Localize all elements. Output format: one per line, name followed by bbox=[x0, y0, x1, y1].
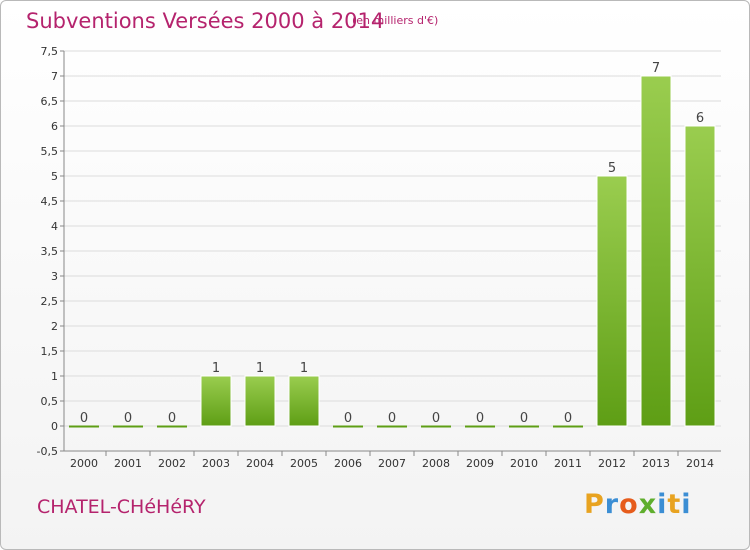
x-tick-label: 2000 bbox=[70, 457, 98, 470]
axes: -0,5 0 0,5 1 1,5 2 2,5 3 3,5 4 4,5 5 5,5 6 6,5 7 7,5 2000… bbox=[37, 45, 721, 470]
chart-subtitle: (en milliers d'€) bbox=[352, 14, 439, 27]
data-label: 1 bbox=[256, 361, 264, 376]
x-tick-label: 2006 bbox=[334, 457, 362, 470]
data-label: 5 bbox=[608, 161, 616, 176]
data-label: 0 bbox=[432, 411, 440, 426]
y-tick-label: -0,5 bbox=[37, 445, 58, 458]
y-tick-label: 3,5 bbox=[41, 245, 59, 258]
y-tick-label: 5,5 bbox=[41, 145, 59, 158]
data-label: 1 bbox=[300, 361, 308, 376]
y-tick-label: 7 bbox=[51, 70, 58, 83]
bar bbox=[684, 125, 716, 427]
x-tick-label: 2001 bbox=[114, 457, 142, 470]
y-tick-label: 0,5 bbox=[41, 395, 59, 408]
y-tick-label: 2 bbox=[51, 320, 58, 333]
x-tick-label: 2014 bbox=[686, 457, 714, 470]
chart-title: Subventions Versées 2000 à 2014 bbox=[26, 9, 385, 33]
x-tick-label: 2012 bbox=[598, 457, 626, 470]
data-label: 0 bbox=[520, 411, 528, 426]
x-tick-label: 2003 bbox=[202, 457, 230, 470]
x-tick-label: 2002 bbox=[158, 457, 186, 470]
data-label: 6 bbox=[696, 111, 704, 126]
y-tick-label: 0 bbox=[51, 420, 58, 433]
bar bbox=[244, 375, 276, 427]
proxiti-logo: Proxiti bbox=[584, 489, 692, 520]
bar bbox=[200, 375, 232, 427]
y-tick-label: 7,5 bbox=[41, 45, 59, 58]
y-tick-label: 1,5 bbox=[41, 345, 59, 358]
data-label: 0 bbox=[124, 411, 132, 426]
logo-letter: x bbox=[638, 489, 658, 520]
x-tick-label: 2011 bbox=[554, 457, 582, 470]
data-label: 0 bbox=[80, 411, 88, 426]
x-tick-label: 2009 bbox=[466, 457, 494, 470]
logo-letter: o bbox=[619, 489, 639, 520]
logo-letter: t bbox=[667, 489, 682, 520]
x-tick-label: 2010 bbox=[510, 457, 538, 470]
y-tick-label: 1 bbox=[51, 370, 58, 383]
bars bbox=[69, 75, 716, 428]
data-label: 0 bbox=[344, 411, 352, 426]
x-tick-label: 2013 bbox=[642, 457, 670, 470]
y-tick-label: 3 bbox=[51, 270, 58, 283]
x-tick-label: 2008 bbox=[422, 457, 450, 470]
data-label: 7 bbox=[652, 61, 660, 76]
data-label: 0 bbox=[168, 411, 176, 426]
data-label: 0 bbox=[388, 411, 396, 426]
y-tick-label: 6 bbox=[51, 120, 58, 133]
logo-letter: i bbox=[681, 489, 692, 520]
logo-letter: P bbox=[584, 489, 605, 520]
y-tick-label: 4 bbox=[51, 220, 58, 233]
y-tick-label: 5 bbox=[51, 170, 58, 183]
data-labels: 0 0 0 1 1 1 0 0 0 0 0 0 5 7 6 bbox=[80, 61, 704, 426]
bar bbox=[288, 375, 320, 427]
x-tick-label: 2004 bbox=[246, 457, 274, 470]
logo-letter: r bbox=[604, 489, 620, 520]
data-label: 0 bbox=[476, 411, 484, 426]
x-tick-label: 2007 bbox=[378, 457, 406, 470]
data-label: 1 bbox=[212, 361, 220, 376]
logo-letter: i bbox=[657, 489, 668, 520]
bar bbox=[596, 175, 628, 427]
data-label: 0 bbox=[564, 411, 572, 426]
y-tick-label: 2,5 bbox=[41, 295, 59, 308]
x-tick-label: 2005 bbox=[290, 457, 318, 470]
y-tick-label: 6,5 bbox=[41, 95, 59, 108]
y-tick-label: 4,5 bbox=[41, 195, 59, 208]
bar bbox=[640, 75, 672, 427]
commune-name: CHATEL-CHéHéRY bbox=[37, 496, 206, 518]
